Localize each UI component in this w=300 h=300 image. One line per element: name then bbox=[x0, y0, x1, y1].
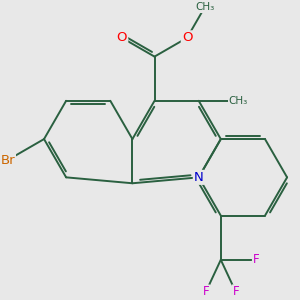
Text: F: F bbox=[232, 285, 239, 298]
Text: O: O bbox=[117, 31, 127, 44]
Text: F: F bbox=[253, 253, 260, 266]
Text: N: N bbox=[194, 171, 204, 184]
Text: CH₃: CH₃ bbox=[195, 2, 214, 12]
Text: O: O bbox=[182, 31, 192, 44]
Text: Br: Br bbox=[0, 154, 15, 166]
Text: F: F bbox=[202, 285, 209, 298]
Text: CH₃: CH₃ bbox=[229, 96, 248, 106]
